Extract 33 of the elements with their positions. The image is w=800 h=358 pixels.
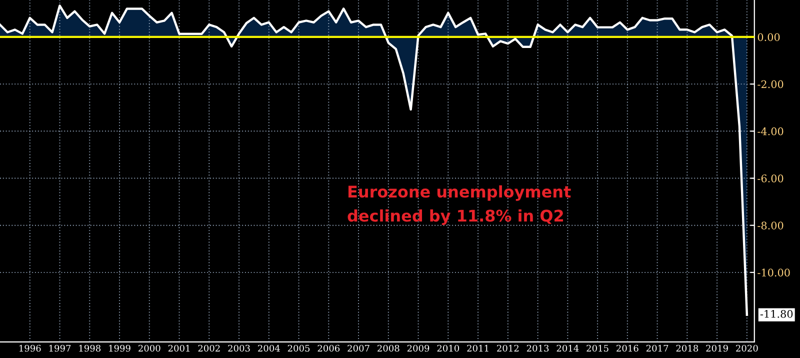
y-tick-label: -4.00 <box>758 127 784 136</box>
x-tick-label: 2010 <box>437 344 460 352</box>
x-tick-label: 2018 <box>676 344 698 352</box>
x-tick-label: 2011 <box>467 344 488 352</box>
x-tick-label: 2000 <box>138 344 160 352</box>
x-tick-label: 1999 <box>109 344 130 352</box>
x-tick-label: 2007 <box>348 344 370 352</box>
x-tick-label: 2003 <box>228 344 250 352</box>
x-tick-label: 2002 <box>198 344 220 352</box>
x-tick-label: 2008 <box>378 344 400 352</box>
x-tick-label: 2001 <box>168 344 190 352</box>
x-tick-label: 1998 <box>79 344 101 352</box>
x-tick-label: 2012 <box>497 344 519 352</box>
x-tick-label: 2013 <box>526 344 549 352</box>
annotation: Eurozone unemployment declined by 11.8% in Q2 <box>348 185 571 225</box>
x-tick-label: 2006 <box>318 344 340 352</box>
y-tick-label: 0.00 <box>758 33 780 42</box>
x-tick-label: 2017 <box>646 344 668 352</box>
x-tick-label: 2005 <box>288 344 310 352</box>
x-tick-label: 2009 <box>407 344 430 352</box>
x-tick-label: 2019 <box>706 344 728 352</box>
y-tick-label: -6.00 <box>758 174 784 182</box>
x-tick-label: 1996 <box>19 344 41 352</box>
y-tick-label: -10.00 <box>758 268 790 277</box>
x-tick-label: 2016 <box>616 344 638 352</box>
x-tick-label: 2014 <box>556 344 579 352</box>
y-tick-label: -8.00 <box>758 222 784 230</box>
data-label: -11.80 <box>760 310 793 318</box>
y-tick-label: -2.00 <box>758 80 784 88</box>
x-tick-label: 2004 <box>258 344 280 352</box>
x-tick-label: 2020 <box>736 344 758 352</box>
x-tick-label: 1997 <box>49 344 71 352</box>
x-tick-label: 2015 <box>586 344 608 352</box>
